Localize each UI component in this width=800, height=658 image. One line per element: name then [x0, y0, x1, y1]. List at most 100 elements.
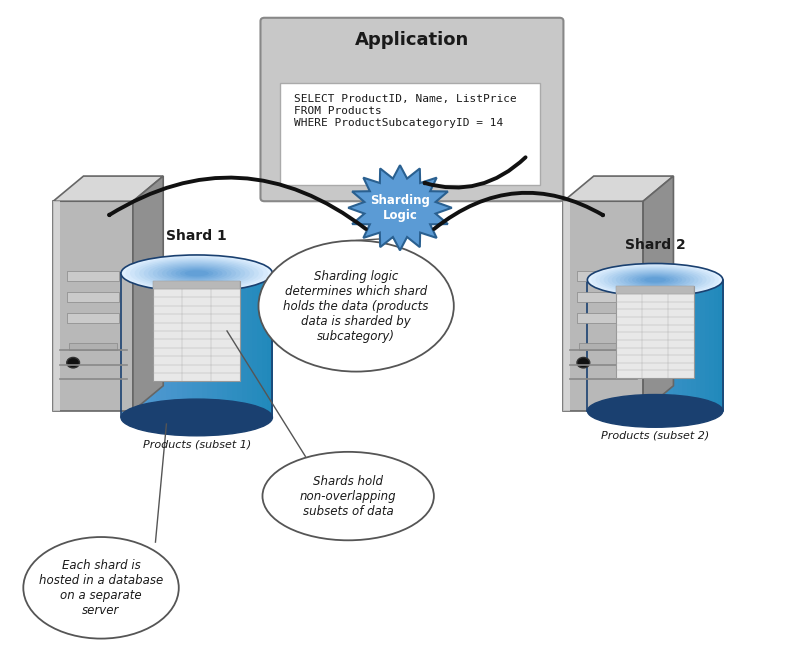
Ellipse shape	[185, 270, 209, 276]
FancyBboxPatch shape	[623, 280, 629, 411]
Ellipse shape	[166, 266, 227, 281]
Ellipse shape	[148, 262, 245, 285]
FancyBboxPatch shape	[171, 273, 178, 417]
FancyBboxPatch shape	[162, 273, 167, 417]
FancyBboxPatch shape	[686, 280, 692, 411]
FancyBboxPatch shape	[237, 273, 243, 417]
FancyBboxPatch shape	[141, 273, 147, 417]
Ellipse shape	[262, 452, 434, 540]
Text: Sharding
Logic: Sharding Logic	[370, 194, 430, 222]
FancyBboxPatch shape	[69, 343, 117, 350]
FancyBboxPatch shape	[67, 272, 119, 281]
Text: SELECT ProductID, Name, ListPrice
FROM Products
WHERE ProductSubcategoryID = 14: SELECT ProductID, Name, ListPrice FROM P…	[294, 95, 517, 128]
Ellipse shape	[158, 264, 236, 283]
Ellipse shape	[139, 259, 254, 288]
FancyBboxPatch shape	[182, 273, 187, 417]
Polygon shape	[643, 176, 674, 411]
FancyArrowPatch shape	[434, 193, 603, 229]
Ellipse shape	[628, 273, 682, 286]
Ellipse shape	[153, 263, 241, 284]
FancyBboxPatch shape	[616, 286, 694, 294]
FancyBboxPatch shape	[628, 280, 634, 411]
Ellipse shape	[126, 256, 268, 291]
FancyBboxPatch shape	[166, 273, 172, 417]
FancyBboxPatch shape	[578, 313, 630, 323]
FancyBboxPatch shape	[655, 280, 661, 411]
FancyArrowPatch shape	[109, 178, 366, 229]
Ellipse shape	[624, 272, 686, 288]
Ellipse shape	[591, 265, 719, 295]
FancyBboxPatch shape	[637, 280, 642, 411]
Polygon shape	[54, 201, 59, 411]
FancyBboxPatch shape	[186, 273, 193, 417]
FancyBboxPatch shape	[619, 280, 624, 411]
Text: Sharding logic
determines which shard
holds the data (products
data is sharded b: Sharding logic determines which shard ho…	[283, 270, 429, 343]
Ellipse shape	[632, 274, 678, 286]
FancyBboxPatch shape	[660, 280, 665, 411]
FancyBboxPatch shape	[610, 280, 615, 411]
Text: Shard 2: Shard 2	[625, 238, 686, 251]
FancyBboxPatch shape	[247, 273, 253, 417]
FancyBboxPatch shape	[131, 273, 137, 417]
Polygon shape	[348, 165, 452, 251]
FancyBboxPatch shape	[601, 280, 606, 411]
FancyBboxPatch shape	[232, 273, 238, 417]
FancyBboxPatch shape	[207, 273, 213, 417]
FancyBboxPatch shape	[579, 343, 627, 350]
FancyBboxPatch shape	[669, 280, 674, 411]
Circle shape	[577, 357, 590, 368]
FancyBboxPatch shape	[596, 280, 602, 411]
FancyBboxPatch shape	[673, 280, 678, 411]
Ellipse shape	[616, 270, 694, 290]
FancyBboxPatch shape	[587, 280, 593, 411]
FancyBboxPatch shape	[242, 273, 248, 417]
Ellipse shape	[587, 263, 723, 296]
Polygon shape	[563, 201, 643, 411]
Ellipse shape	[599, 266, 710, 293]
FancyBboxPatch shape	[642, 280, 647, 411]
Circle shape	[66, 357, 79, 368]
FancyBboxPatch shape	[682, 280, 687, 411]
FancyBboxPatch shape	[710, 280, 714, 411]
FancyBboxPatch shape	[262, 273, 268, 417]
FancyBboxPatch shape	[202, 273, 208, 417]
FancyBboxPatch shape	[67, 313, 119, 323]
FancyBboxPatch shape	[646, 280, 651, 411]
FancyBboxPatch shape	[606, 280, 610, 411]
Ellipse shape	[121, 399, 273, 436]
FancyBboxPatch shape	[197, 273, 202, 417]
Ellipse shape	[608, 268, 702, 291]
Ellipse shape	[23, 537, 178, 639]
FancyBboxPatch shape	[151, 273, 157, 417]
Ellipse shape	[595, 265, 714, 294]
FancyBboxPatch shape	[153, 280, 240, 289]
FancyBboxPatch shape	[126, 273, 132, 417]
Text: Products (subset 2): Products (subset 2)	[601, 430, 710, 441]
FancyBboxPatch shape	[700, 280, 706, 411]
Ellipse shape	[162, 265, 231, 282]
Ellipse shape	[587, 395, 723, 427]
Ellipse shape	[180, 269, 214, 277]
FancyBboxPatch shape	[578, 272, 630, 281]
FancyBboxPatch shape	[222, 273, 228, 417]
FancyBboxPatch shape	[136, 273, 142, 417]
FancyBboxPatch shape	[227, 273, 233, 417]
FancyBboxPatch shape	[146, 273, 152, 417]
FancyBboxPatch shape	[592, 280, 597, 411]
FancyBboxPatch shape	[633, 280, 638, 411]
Ellipse shape	[121, 255, 273, 291]
Ellipse shape	[171, 267, 222, 280]
FancyBboxPatch shape	[281, 84, 539, 185]
Ellipse shape	[636, 275, 674, 284]
FancyBboxPatch shape	[696, 280, 701, 411]
FancyBboxPatch shape	[177, 273, 182, 417]
Ellipse shape	[644, 277, 666, 282]
Ellipse shape	[134, 258, 259, 288]
Polygon shape	[54, 176, 163, 201]
FancyBboxPatch shape	[121, 273, 127, 417]
Polygon shape	[54, 201, 133, 411]
FancyBboxPatch shape	[705, 280, 710, 411]
FancyBboxPatch shape	[267, 273, 274, 417]
Text: Shards hold
non-overlapping
subsets of data: Shards hold non-overlapping subsets of d…	[300, 474, 397, 518]
FancyBboxPatch shape	[192, 273, 198, 417]
